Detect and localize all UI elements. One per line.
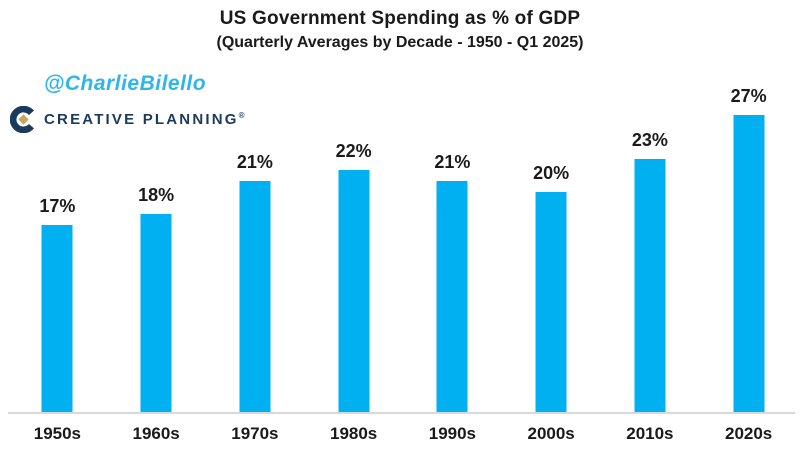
bar-1960s bbox=[140, 214, 172, 412]
bar-2020s bbox=[733, 115, 765, 412]
bar-1970s bbox=[239, 181, 271, 412]
chart-title: US Government Spending as % of GDP bbox=[219, 8, 581, 29]
bar-group-2020s: 27% bbox=[699, 0, 798, 412]
bar-group-1950s: 17% bbox=[8, 0, 107, 412]
x-axis-label-2010s: 2010s bbox=[626, 424, 674, 443]
bar-group-1980s: 22% bbox=[304, 0, 403, 412]
x-axis-label-1960s: 1960s bbox=[132, 424, 180, 443]
creative-planning-c-icon bbox=[10, 106, 34, 133]
logo-text: CREATIVE PLANNING bbox=[44, 111, 239, 128]
bar-value-label: 18% bbox=[138, 185, 175, 205]
bar-group-1990s: 21% bbox=[403, 0, 502, 412]
creative-planning-wordmark: CREATIVE PLANNING® bbox=[44, 111, 245, 128]
x-axis-label-2020s: 2020s bbox=[724, 424, 773, 443]
bar-1980s bbox=[338, 170, 370, 412]
x-axis-label-1990s: 1990s bbox=[428, 424, 477, 443]
x-axis-line bbox=[8, 412, 795, 414]
bar-2000s bbox=[535, 192, 567, 412]
bar-group-1970s: 21% bbox=[206, 0, 305, 412]
chart-subtitle: (Quarterly Averages by Decade - 1950 - Q… bbox=[216, 34, 584, 51]
bar-value-label: 22% bbox=[335, 141, 372, 161]
bar-2010s bbox=[634, 159, 666, 412]
plot-area: 17% 18% 21% 22% 21% 20% 23% 27% bbox=[8, 0, 798, 412]
bar-group-2010s: 23% bbox=[601, 0, 700, 412]
credit-block: @CharlieBilello CREATIVE PLANNING® bbox=[10, 72, 245, 133]
bar-value-label: 27% bbox=[730, 86, 767, 106]
bar-value-label: 21% bbox=[236, 152, 273, 172]
bar-group-1960s: 18% bbox=[107, 0, 206, 412]
bar-group-2000s: 20% bbox=[502, 0, 601, 412]
x-axis-label-1950s: 1950s bbox=[33, 424, 82, 443]
author-handle: @CharlieBilello bbox=[43, 72, 207, 95]
x-axis-label-2000s: 2000s bbox=[527, 424, 575, 443]
chart-header: US Government Spending as % of GDP (Quar… bbox=[0, 8, 800, 52]
trademark-symbol: ® bbox=[238, 111, 245, 120]
x-axis-label-1980s: 1980s bbox=[329, 424, 378, 443]
bar-1950s bbox=[41, 225, 73, 412]
bar-1990s bbox=[436, 181, 468, 412]
x-axis-label-1970s: 1970s bbox=[231, 424, 279, 443]
creative-planning-logo: CREATIVE PLANNING® bbox=[10, 106, 245, 133]
bar-value-label: 17% bbox=[39, 196, 76, 216]
bar-value-label: 20% bbox=[533, 163, 570, 183]
x-axis-labels: 1950s 1960s 1970s 1980s 1990s 2000s 2010s 2020s bbox=[8, 424, 798, 444]
bar-value-label: 23% bbox=[631, 130, 668, 150]
bar-value-label: 21% bbox=[434, 152, 471, 172]
